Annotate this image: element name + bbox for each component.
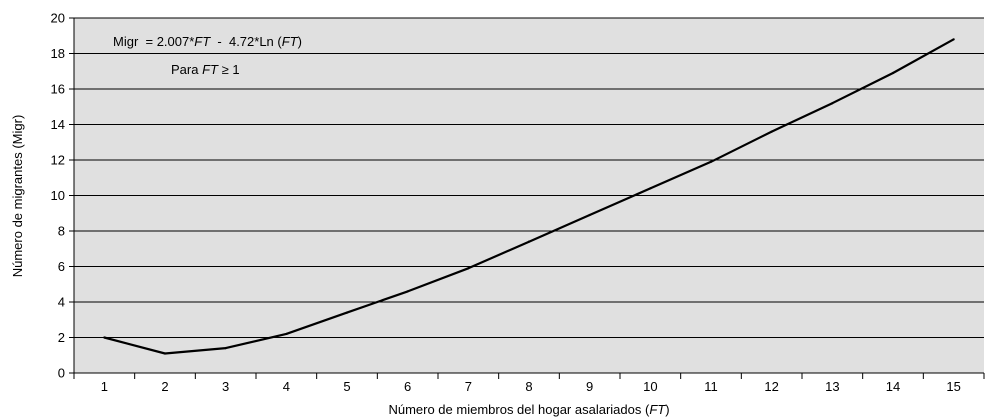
text-part: ) [665,402,669,417]
data-point-4 [285,332,288,336]
y-axis-title: Número de migrantes (Migr) [10,115,25,278]
text-part: Para [171,62,202,77]
text-part: ≥ 1 [218,62,240,77]
x-tick-label-5: 5 [343,379,350,394]
x-tick-label-12: 12 [764,379,778,394]
x-tick-label-9: 9 [586,379,593,394]
y-tick-label-6: 6 [58,259,65,274]
data-point-3 [224,347,227,350]
gridlines [74,17,984,338]
text-part: FT [649,402,666,417]
x-axis-tick-labels: 1 2 3 4 5 6 7 8 9 10 11 12 13 14 15 [101,379,961,394]
x-tick-label-14: 14 [886,379,900,394]
y-tick-label-16: 16 [51,82,65,97]
x-tick-label-10: 10 [643,379,657,394]
text-part: FT [202,62,219,77]
x-tick-label-4: 4 [283,379,290,394]
x-tick-label-1: 1 [101,379,108,394]
text-part: - 4.72*Ln ( [210,34,282,49]
y-axis-tick-labels: 0 2 4 6 8 10 12 14 16 18 20 [51,11,65,381]
x-tick-label-6: 6 [404,379,411,394]
x-tick-label-13: 13 [825,379,839,394]
x-tick-label-8: 8 [525,379,532,394]
x-tick-label-7: 7 [465,379,472,394]
data-point-7 [467,267,470,270]
text-part: Número de miembros del hogar asalariados… [388,402,650,417]
data-point-14 [891,71,895,75]
data-point-10 [649,187,652,190]
data-point-2 [163,352,167,355]
text-part: FT [282,34,299,49]
data-point-5 [345,311,349,314]
x-tick-label-11: 11 [704,379,718,394]
condition-annotation: Para FT ≥ 1 [171,62,240,77]
y-tick-label-14: 14 [51,117,65,132]
data-point-6 [406,290,409,293]
data-point-15 [952,38,955,41]
y-tick-label-4: 4 [58,295,65,310]
y-tick-label-12: 12 [51,153,65,168]
data-point-1 [103,336,106,339]
text-part: Migr = 2.007* [113,34,194,49]
x-tick-label-15: 15 [946,379,960,394]
series-group [103,38,955,355]
y-tick-label-20: 20 [51,11,65,26]
y-tick-label-0: 0 [58,366,65,381]
y-tick-label-2: 2 [58,330,65,345]
data-point-9 [588,213,591,217]
y-tick-label-8: 8 [58,224,65,239]
x-axis-title: Número de miembros del hogar asalariados… [388,402,669,417]
text-part: FT [194,34,211,49]
y-tick-label-18: 18 [51,46,65,61]
equation-annotation: Migr = 2.007*FT - 4.72*Ln (FT) [113,34,302,49]
axes [69,17,985,379]
y-tick-label-10: 10 [51,188,65,203]
data-point-8 [527,240,531,243]
text-part: ) [298,34,302,49]
data-point-13 [831,102,834,105]
data-point-12 [770,130,773,133]
data-point-11 [709,160,713,163]
x-tick-label-2: 2 [161,379,168,394]
x-tick-label-3: 3 [222,379,229,394]
